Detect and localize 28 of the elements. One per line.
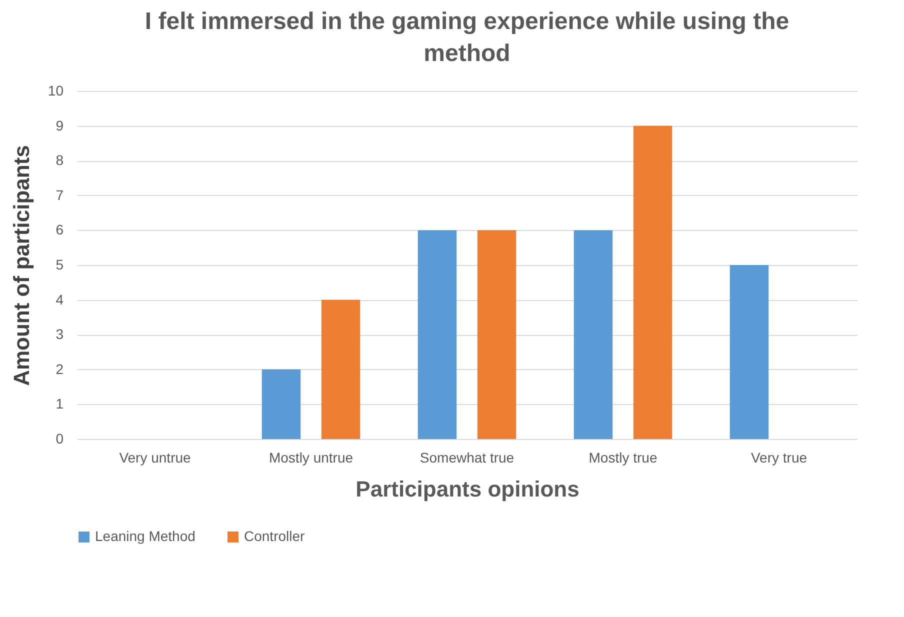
- y-tick-label: 0: [56, 430, 64, 446]
- y-tick-label: 8: [56, 152, 64, 168]
- legend-label: Leaning Method: [95, 528, 196, 544]
- y-tick-label: 4: [56, 291, 64, 308]
- x-tick-label: Mostly true: [588, 450, 658, 466]
- y-tick-label: 9: [56, 117, 64, 134]
- bar: [418, 230, 457, 439]
- y-tick-label: 5: [56, 256, 64, 272]
- bar: [262, 369, 301, 439]
- y-tick-label: 10: [48, 82, 64, 98]
- bar: [321, 300, 360, 439]
- chart-title: I felt immersed in the gaming experience while using the method: [144, 8, 790, 67]
- y-tick-label: 6: [56, 222, 64, 238]
- y-axis-title: Amount of participants: [8, 145, 34, 386]
- x-axis-title: Participants opinions: [356, 476, 580, 502]
- y-tick-label: 1: [56, 396, 64, 412]
- bar: [574, 230, 613, 439]
- bar: [730, 265, 769, 439]
- x-tick-label: Very true: [750, 450, 808, 466]
- x-tick-label: Somewhat true: [420, 450, 514, 466]
- bar: [477, 230, 516, 439]
- y-tick-label: 2: [56, 360, 64, 377]
- bar: [633, 126, 672, 439]
- legend-label: Controller: [244, 528, 306, 544]
- y-tick-label: 3: [56, 326, 64, 342]
- x-tick-label: Mostly untrue: [268, 450, 354, 466]
- y-tick-label: 7: [56, 186, 64, 203]
- x-tick-label: Very untrue: [119, 450, 192, 466]
